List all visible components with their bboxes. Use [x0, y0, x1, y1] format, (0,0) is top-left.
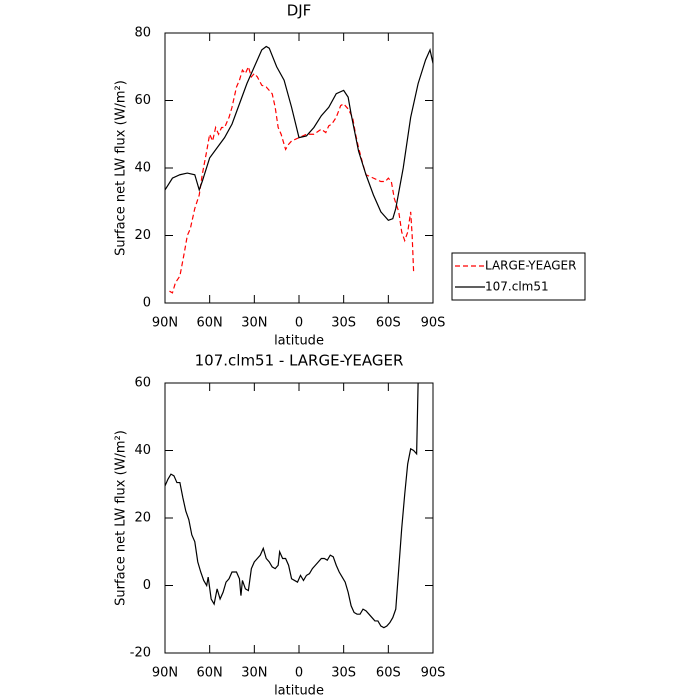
data-line [164, 382, 419, 629]
x-tick-label: 90S [421, 666, 446, 681]
data-line [164, 45, 434, 222]
x-tick-label: 30S [331, 316, 356, 331]
y-tick-label: 20 [134, 228, 151, 243]
legend-label: LARGE-YEAGER [485, 259, 576, 273]
chart-title: DJF [287, 2, 312, 20]
x-axis-label: latitude [274, 334, 324, 349]
x-tick-label: 90N [152, 666, 178, 681]
y-axis-label: Surface net LW flux (W/m²) [114, 80, 129, 256]
x-tick-label: 30S [331, 666, 356, 681]
x-tick-label: 30N [241, 666, 267, 681]
x-tick-label: 30N [241, 316, 267, 331]
y-tick-label: -20 [130, 646, 151, 661]
plot-frame [164, 32, 434, 304]
y-tick-label: 80 [134, 26, 151, 41]
data-line [169, 65, 415, 294]
x-tick-label: 0 [295, 316, 303, 331]
y-tick-label: 60 [134, 93, 151, 108]
chart-title: 107.clm51 - LARGE-YEAGER [195, 352, 404, 370]
y-tick-label: 60 [134, 376, 151, 391]
plot-frame [164, 382, 434, 654]
y-tick-label: 0 [143, 578, 151, 593]
x-axis-label: latitude [274, 684, 324, 699]
x-tick-label: 60N [197, 316, 223, 331]
y-axis-label: Surface net LW flux (W/m²) [114, 430, 129, 606]
y-tick-label: 0 [143, 296, 151, 311]
x-tick-label: 60S [376, 666, 401, 681]
y-tick-label: 40 [134, 161, 151, 176]
y-tick-label: 40 [134, 443, 151, 458]
y-tick-label: 20 [134, 511, 151, 526]
x-tick-label: 60N [197, 666, 223, 681]
x-tick-label: 90S [421, 316, 446, 331]
legend-box [451, 252, 586, 301]
x-tick-label: 60S [376, 316, 401, 331]
x-tick-label: 0 [295, 666, 303, 681]
legend-label: 107.clm51 [485, 280, 549, 294]
x-tick-label: 90N [152, 316, 178, 331]
